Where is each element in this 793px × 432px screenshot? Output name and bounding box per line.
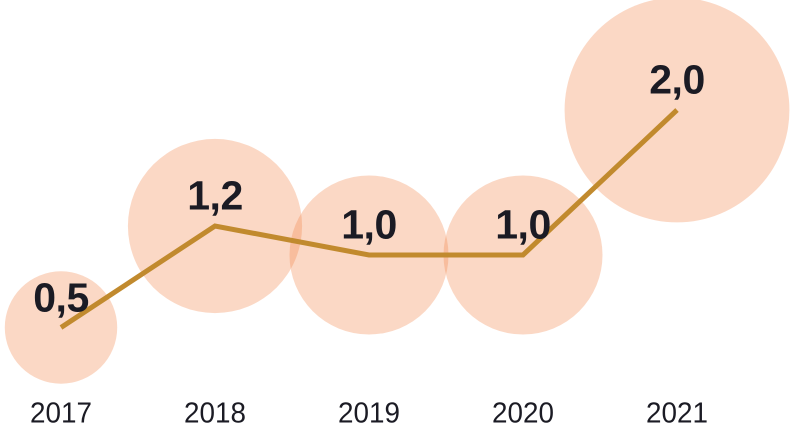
- trend-line: [59, 108, 679, 330]
